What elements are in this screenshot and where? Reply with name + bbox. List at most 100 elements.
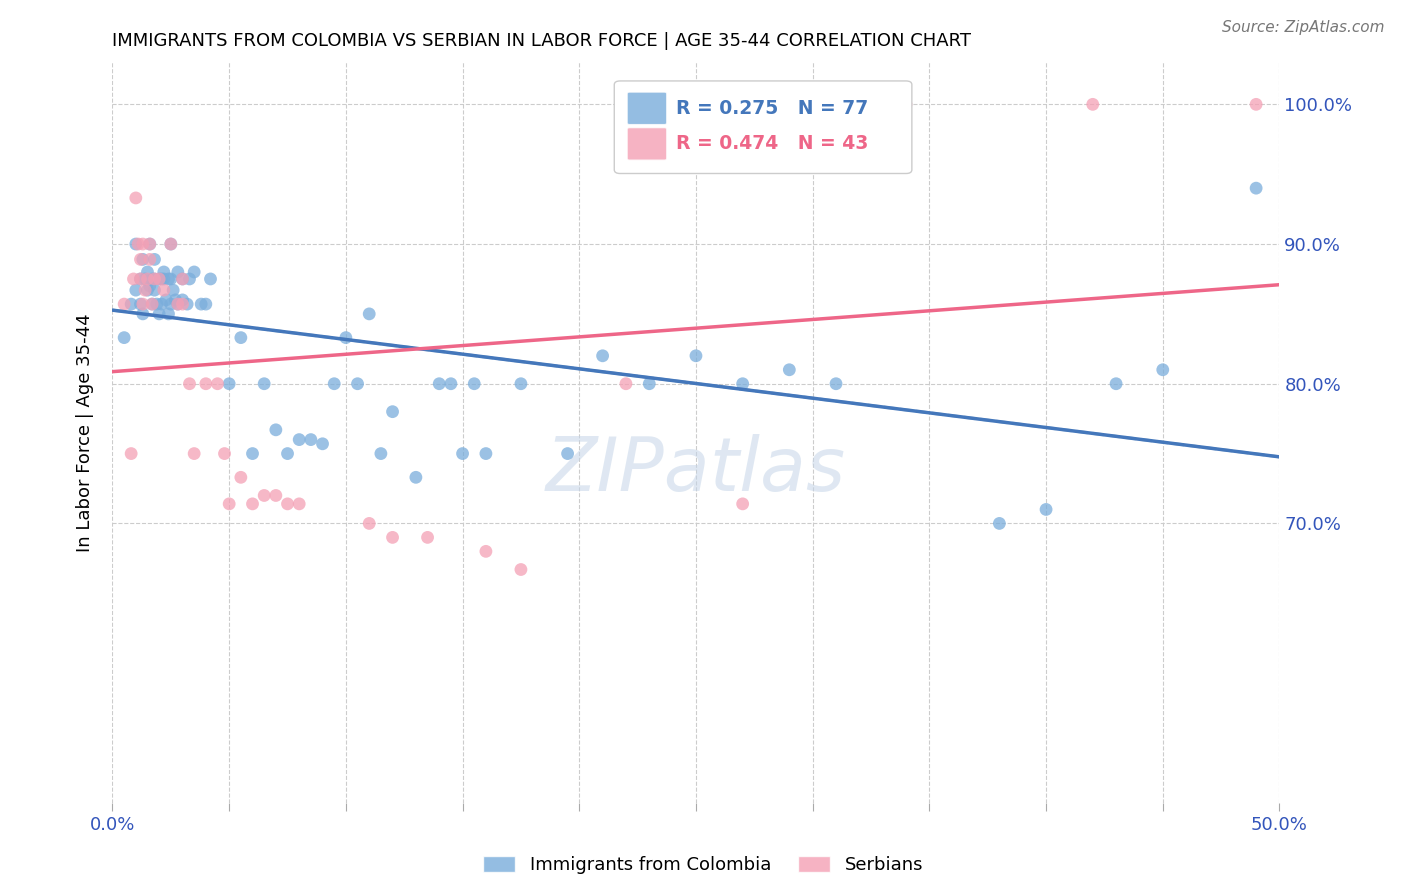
Point bbox=[139, 252, 162, 267]
Point bbox=[440, 376, 463, 391]
Point bbox=[166, 265, 188, 279]
Point bbox=[148, 307, 170, 321]
Point bbox=[509, 562, 531, 576]
Point bbox=[157, 307, 180, 321]
Point bbox=[141, 297, 163, 311]
Point bbox=[150, 297, 173, 311]
Point bbox=[509, 376, 531, 391]
Point bbox=[157, 272, 180, 286]
Point bbox=[194, 297, 217, 311]
Point bbox=[685, 349, 707, 363]
Point bbox=[166, 297, 188, 311]
Point bbox=[475, 544, 498, 558]
Point bbox=[614, 376, 637, 391]
Point bbox=[153, 265, 176, 279]
Point bbox=[463, 376, 485, 391]
Point bbox=[214, 446, 236, 460]
Point bbox=[112, 297, 135, 311]
Point bbox=[165, 293, 187, 307]
Point bbox=[148, 272, 170, 286]
Point bbox=[253, 488, 276, 502]
Point bbox=[229, 331, 252, 345]
Point bbox=[153, 283, 176, 297]
Point bbox=[359, 516, 381, 531]
Point bbox=[139, 237, 162, 252]
Point bbox=[218, 376, 240, 391]
Point bbox=[557, 446, 579, 460]
Point bbox=[218, 497, 240, 511]
Point bbox=[288, 433, 311, 447]
Point bbox=[134, 283, 156, 297]
Point bbox=[229, 470, 252, 484]
Point bbox=[242, 497, 264, 511]
Point bbox=[176, 297, 198, 311]
Point bbox=[1244, 97, 1267, 112]
Point bbox=[381, 530, 404, 544]
FancyBboxPatch shape bbox=[627, 128, 666, 161]
Point bbox=[183, 446, 205, 460]
Point bbox=[172, 272, 194, 286]
Point bbox=[190, 297, 212, 311]
Point bbox=[288, 497, 311, 511]
Point bbox=[731, 497, 754, 511]
Point bbox=[160, 272, 183, 286]
Point bbox=[825, 376, 848, 391]
Point bbox=[172, 297, 194, 311]
Point bbox=[129, 252, 152, 267]
Point bbox=[141, 272, 163, 286]
Point bbox=[129, 272, 152, 286]
Point bbox=[1152, 363, 1174, 377]
Point bbox=[112, 331, 135, 345]
Point bbox=[253, 376, 276, 391]
Point bbox=[894, 97, 917, 112]
Point bbox=[1244, 181, 1267, 195]
Point bbox=[778, 363, 800, 377]
Point bbox=[132, 237, 155, 252]
Point bbox=[136, 283, 159, 297]
Point bbox=[335, 331, 357, 345]
Point bbox=[160, 237, 183, 252]
Point bbox=[276, 497, 298, 511]
Point bbox=[323, 376, 346, 391]
Point bbox=[129, 297, 152, 311]
Text: R = 0.275   N = 77: R = 0.275 N = 77 bbox=[676, 99, 869, 118]
Point bbox=[638, 376, 661, 391]
Point bbox=[134, 272, 156, 286]
Point bbox=[139, 279, 162, 293]
Point bbox=[200, 272, 222, 286]
FancyBboxPatch shape bbox=[614, 81, 912, 173]
Point bbox=[160, 297, 183, 311]
Point bbox=[242, 446, 264, 460]
Point bbox=[179, 272, 201, 286]
Point bbox=[172, 293, 194, 307]
Point bbox=[143, 283, 166, 297]
Point bbox=[162, 283, 184, 297]
Point bbox=[416, 530, 439, 544]
Point bbox=[1105, 376, 1128, 391]
Point bbox=[150, 272, 173, 286]
Y-axis label: In Labor Force | Age 35-44: In Labor Force | Age 35-44 bbox=[76, 313, 94, 552]
Point bbox=[120, 297, 142, 311]
Point bbox=[207, 376, 229, 391]
Point bbox=[153, 272, 176, 286]
Point bbox=[1081, 97, 1104, 112]
Point bbox=[1035, 502, 1057, 516]
Point bbox=[359, 307, 381, 321]
Point bbox=[264, 488, 287, 502]
FancyBboxPatch shape bbox=[627, 92, 666, 125]
Point bbox=[370, 446, 392, 460]
Point bbox=[132, 307, 155, 321]
Point bbox=[183, 265, 205, 279]
Point bbox=[346, 376, 368, 391]
Point bbox=[132, 297, 155, 311]
Point bbox=[427, 376, 450, 391]
Text: R = 0.474   N = 43: R = 0.474 N = 43 bbox=[676, 135, 869, 153]
Point bbox=[160, 237, 183, 252]
Point bbox=[139, 237, 162, 252]
Point bbox=[276, 446, 298, 460]
Point bbox=[141, 297, 163, 311]
Point bbox=[125, 237, 148, 252]
Legend: Immigrants from Colombia, Serbians: Immigrants from Colombia, Serbians bbox=[482, 855, 924, 874]
Point bbox=[146, 297, 169, 311]
Point bbox=[143, 272, 166, 286]
